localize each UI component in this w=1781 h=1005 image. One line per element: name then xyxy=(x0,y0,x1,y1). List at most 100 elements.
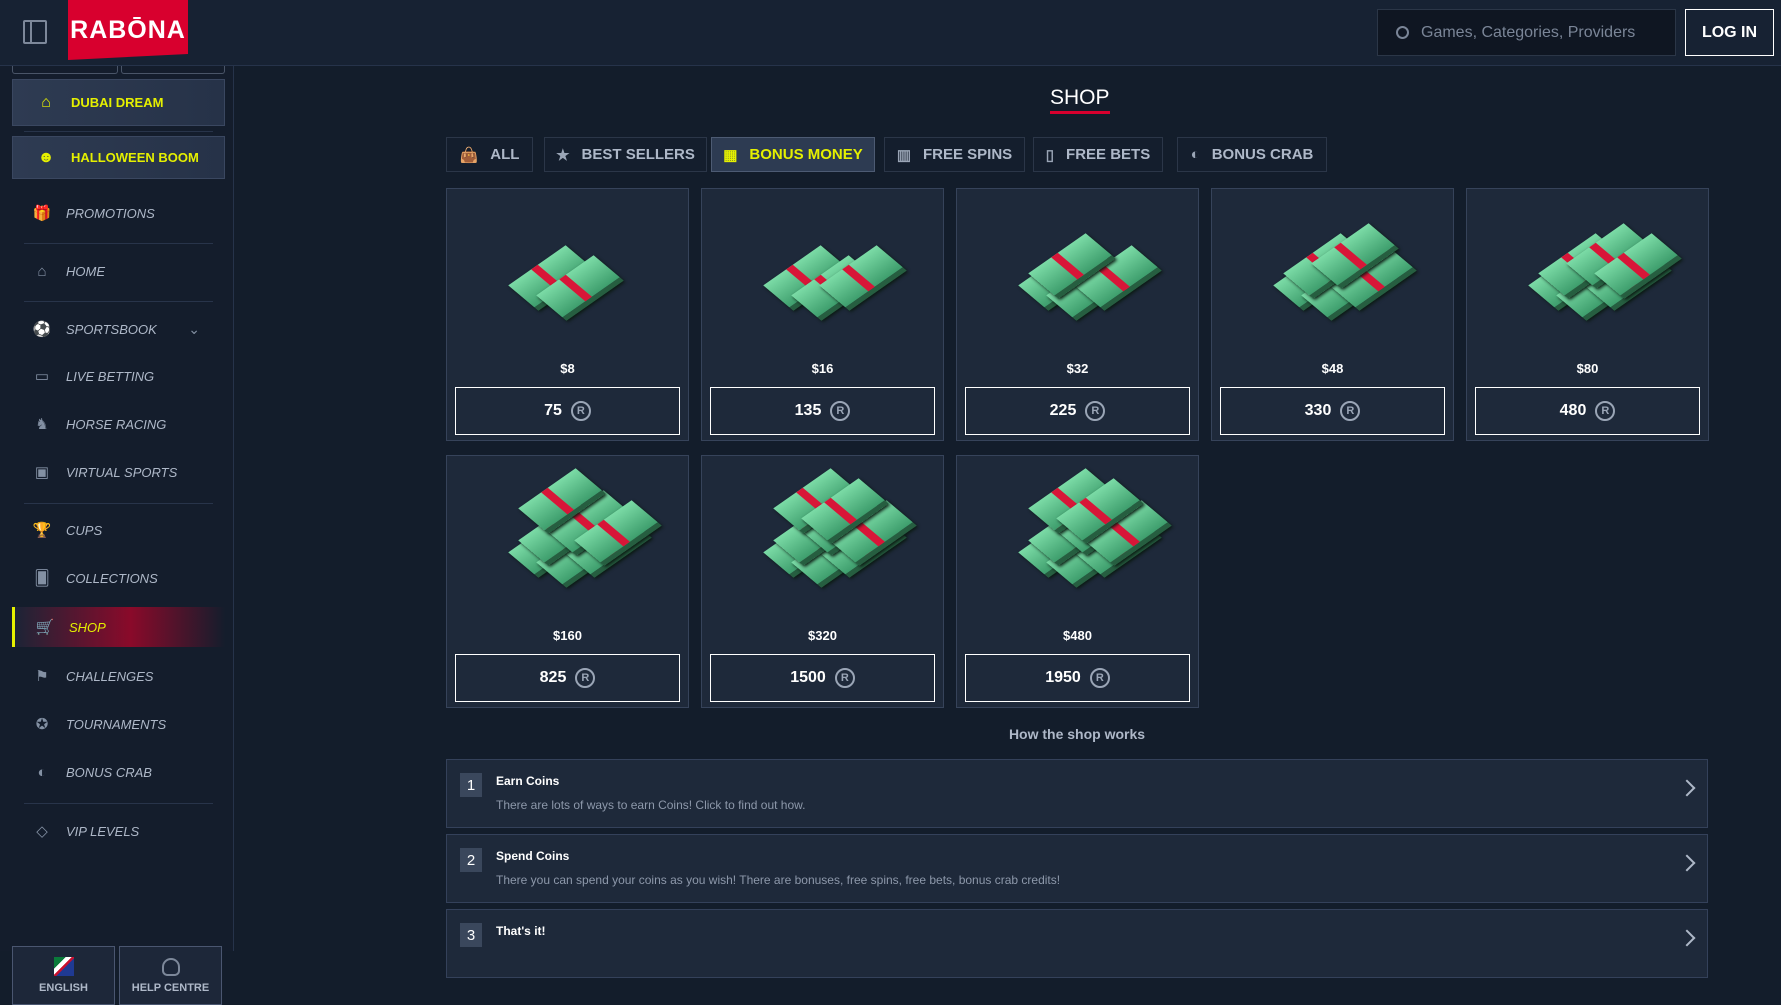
sidebar-toggle-icon[interactable] xyxy=(23,20,47,44)
tab-label: BONUS MONEY xyxy=(749,146,863,163)
ticket-icon: ▯ xyxy=(1045,146,1055,164)
sidebar-item-label: VIRTUAL SPORTS xyxy=(66,464,178,480)
star-icon: ★ xyxy=(556,146,570,164)
crab-icon: ◐ xyxy=(1190,146,1200,163)
flag-icon: ⚑ xyxy=(35,668,49,685)
tab-label: FREE SPINS xyxy=(923,146,1013,163)
promo-halloween-boom[interactable]: ☻ HALLOWEEN BOOM xyxy=(12,136,225,179)
sidebar-item-sportsbook[interactable]: ⚽ SPORTSBOOK ⌄ xyxy=(12,309,225,349)
tab-free-spins[interactable]: ▥ FREE SPINS xyxy=(884,137,1025,172)
sidebar-top-button[interactable] xyxy=(12,66,118,74)
chevron-down-icon[interactable]: ⌄ xyxy=(188,320,200,337)
sidebar-item-virtual-sports[interactable]: ▣ VIRTUAL SPORTS xyxy=(12,452,225,492)
sidebar-item-label: PROMOTIONS xyxy=(66,205,155,221)
product-card[interactable]: $80 480 R xyxy=(1466,188,1709,441)
step-number: 1 xyxy=(460,773,482,797)
tab-best-sellers[interactable]: ★ BEST SELLERS xyxy=(544,137,707,172)
coin-icon: R xyxy=(834,668,855,688)
flag-icon xyxy=(53,957,74,976)
login-button[interactable]: LOG IN xyxy=(1685,9,1774,56)
sidebar-top-button[interactable] xyxy=(121,66,225,74)
sidebar-item-challenges[interactable]: ⚑ CHALLENGES xyxy=(12,656,225,696)
tab-label: BEST SELLERS xyxy=(581,146,695,163)
slot-icon: ▥ xyxy=(896,146,911,164)
promo-dubai-dream[interactable]: ⌂ DUBAI DREAM xyxy=(12,79,225,126)
search-icon xyxy=(1396,26,1409,39)
buy-button[interactable]: 75 R xyxy=(455,387,680,435)
sidebar-item-home[interactable]: ⌂ HOME xyxy=(12,251,225,291)
sidebar-item-live-betting[interactable]: ▭ LIVE BETTING xyxy=(12,356,225,396)
language-button[interactable]: ENGLISH xyxy=(12,946,115,1005)
sidebar-item-label: HORSE RACING xyxy=(66,416,167,432)
tab-label: ALL xyxy=(490,146,520,163)
tab-free-bets[interactable]: ▯ FREE BETS xyxy=(1033,137,1163,172)
sidebar-item-label: COLLECTIONS xyxy=(66,570,158,586)
step-description: There you can spend your coins as you wi… xyxy=(496,873,1061,887)
help-centre-button[interactable]: HELP CENTRE xyxy=(119,946,222,1005)
coin-icon: R xyxy=(830,401,851,421)
coin-cost: 330 xyxy=(1304,402,1332,419)
sidebar-item-bonus-crab[interactable]: ◐ BONUS CRAB xyxy=(12,752,225,792)
pumpkin-icon: ☻ xyxy=(37,148,55,166)
diamond-icon: ◇ xyxy=(36,823,48,840)
language-label: ENGLISH xyxy=(39,982,88,994)
sidebar-item-label: SPORTSBOOK xyxy=(66,321,157,337)
tab-bonus-money[interactable]: ▦ BONUS MONEY xyxy=(711,137,875,172)
coin-icon: R xyxy=(1595,401,1616,421)
buy-button[interactable]: 1950 R xyxy=(965,654,1190,702)
search-placeholder: Games, Categories, Providers xyxy=(1421,23,1636,41)
product-price: $80 xyxy=(1576,361,1599,376)
chevron-right-icon[interactable] xyxy=(1678,854,1696,872)
chevron-right-icon[interactable] xyxy=(1678,779,1696,797)
product-card[interactable]: $320 1500 R xyxy=(701,455,944,708)
sidebar-item-vip-levels[interactable]: ◇ VIP LEVELS xyxy=(12,811,225,851)
buy-button[interactable]: 330 R xyxy=(1220,387,1445,435)
help-label: HELP CENTRE xyxy=(131,981,210,994)
product-price: $48 xyxy=(1321,361,1344,376)
product-card[interactable]: $16 135 R xyxy=(701,188,944,441)
sidebar-item-horse-racing[interactable]: ♞ HORSE RACING xyxy=(12,404,225,444)
product-card[interactable]: $32 225 R xyxy=(956,188,1199,441)
building-icon: ⌂ xyxy=(41,93,51,111)
sidebar-item-cups[interactable]: 🏆 CUPS xyxy=(12,510,225,550)
coin-cost: 1950 xyxy=(1045,669,1081,686)
product-card[interactable]: $48 330 R xyxy=(1211,188,1454,441)
sidebar-item-tournaments[interactable]: ✪ TOURNAMENTS xyxy=(12,704,225,744)
medal-icon: ✪ xyxy=(35,716,49,733)
step-item[interactable]: 3 That's it! xyxy=(446,909,1708,978)
logo[interactable]: RABŌNA xyxy=(68,0,188,60)
sidebar-item-shop[interactable]: 🛒 SHOP xyxy=(12,607,225,647)
coin-icon: R xyxy=(575,668,596,688)
money-image xyxy=(497,466,662,606)
tab-all[interactable]: 👜 ALL xyxy=(446,137,533,172)
buy-button[interactable]: 225 R xyxy=(965,387,1190,435)
live-icon: ▭ xyxy=(34,368,50,385)
tab-bonus-crab[interactable]: ◐ BONUS CRAB xyxy=(1177,137,1327,172)
buy-button[interactable]: 135 R xyxy=(710,387,935,435)
sidebar-item-promotions[interactable]: 🎁 PROMOTIONS xyxy=(12,193,225,233)
buy-button[interactable]: 825 R xyxy=(455,654,680,702)
sidebar-item-label: HOME xyxy=(66,263,105,279)
promo-label: DUBAI DREAM xyxy=(71,95,164,110)
product-card[interactable]: $480 1950 R xyxy=(956,455,1199,708)
buy-button[interactable]: 1500 R xyxy=(710,654,935,702)
sidebar-item-collections[interactable]: 🂠 COLLECTIONS xyxy=(12,558,225,598)
step-title: Spend Coins xyxy=(496,849,570,863)
trophy-icon: 🏆 xyxy=(32,522,52,539)
product-price: $160 xyxy=(553,628,582,643)
step-item[interactable]: 2 Spend Coins There you can spend your coi… xyxy=(446,834,1708,903)
search-input[interactable]: Games, Categories, Providers xyxy=(1377,9,1676,56)
horse-icon: ♞ xyxy=(35,416,49,433)
sidebar-item-label: LIVE BETTING xyxy=(66,368,155,384)
coin-icon: R xyxy=(570,401,591,421)
chevron-right-icon[interactable] xyxy=(1678,929,1696,947)
product-card[interactable]: $160 825 R xyxy=(446,455,689,708)
product-card[interactable]: $8 75 R xyxy=(446,188,689,441)
divider xyxy=(24,803,213,804)
money-image xyxy=(1007,466,1172,606)
step-item[interactable]: 1 Earn Coins There are lots of ways to ear… xyxy=(446,759,1708,828)
money-image xyxy=(752,466,917,606)
divider xyxy=(24,301,213,302)
how-shop-works-title: How the shop works xyxy=(1008,726,1146,742)
buy-button[interactable]: 480 R xyxy=(1475,387,1700,435)
